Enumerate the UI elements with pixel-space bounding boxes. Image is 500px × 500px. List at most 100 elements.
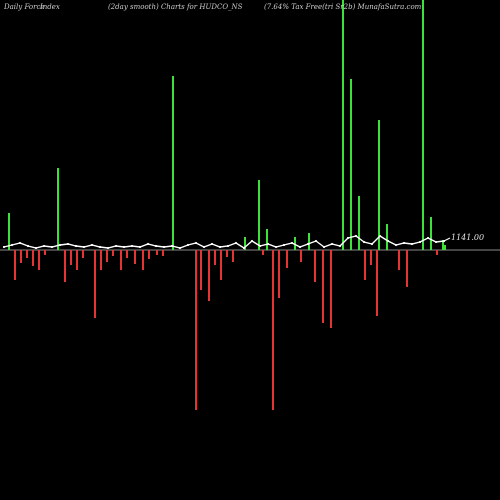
smooth-point bbox=[274, 245, 278, 249]
bar-positive bbox=[358, 196, 360, 250]
bar-negative bbox=[406, 250, 408, 287]
bar-negative bbox=[370, 250, 372, 265]
smooth-point bbox=[218, 245, 222, 249]
smooth-point bbox=[258, 244, 262, 248]
bar-negative bbox=[20, 250, 22, 263]
smooth-point bbox=[314, 239, 318, 243]
bar-negative bbox=[162, 250, 164, 256]
smooth-point bbox=[250, 239, 254, 243]
smooth-point bbox=[330, 242, 334, 246]
bar-positive bbox=[57, 168, 59, 250]
smooth-point bbox=[10, 243, 14, 247]
bar-positive bbox=[430, 217, 432, 250]
smooth-point bbox=[234, 241, 238, 245]
bar-negative bbox=[286, 250, 288, 268]
bar-negative bbox=[314, 250, 316, 282]
bar-negative bbox=[142, 250, 144, 270]
smooth-point bbox=[114, 244, 118, 248]
header-middle: (2day smooth) Charts for HUDCO_NS bbox=[108, 3, 243, 11]
bar-positive bbox=[172, 76, 174, 250]
bar-positive bbox=[442, 240, 444, 250]
smooth-point bbox=[434, 240, 438, 244]
bar-negative bbox=[148, 250, 150, 259]
bar-negative bbox=[376, 250, 378, 316]
bar-negative bbox=[364, 250, 366, 280]
bar-negative bbox=[156, 250, 158, 255]
smooth-markers bbox=[2, 234, 446, 250]
bar-negative bbox=[278, 250, 280, 298]
smooth-point bbox=[178, 246, 182, 250]
smooth-point bbox=[2, 245, 6, 249]
bar-negative bbox=[120, 250, 122, 270]
bar-negative bbox=[214, 250, 216, 265]
header-right: (7.64% Tax Free(tri Sr2b) MunafaSutra.co… bbox=[264, 3, 422, 11]
bar-negative bbox=[70, 250, 72, 265]
smooth-point bbox=[194, 241, 198, 245]
smooth-point bbox=[210, 242, 214, 246]
smooth-point bbox=[386, 239, 390, 243]
smooth-point bbox=[26, 244, 30, 248]
bar-negative bbox=[232, 250, 234, 262]
smooth-point bbox=[66, 242, 70, 246]
last-value-pointer bbox=[443, 237, 451, 242]
smooth-point bbox=[242, 246, 246, 250]
smooth-point bbox=[106, 246, 110, 250]
smooth-point bbox=[170, 244, 174, 248]
bar-negative bbox=[112, 250, 114, 256]
smooth-point bbox=[418, 240, 422, 244]
bar-positive bbox=[244, 237, 246, 250]
bar-negative bbox=[106, 250, 108, 262]
smooth-point bbox=[74, 244, 78, 248]
smooth-point bbox=[426, 236, 430, 240]
bar-positive bbox=[350, 79, 352, 250]
smooth-point bbox=[90, 243, 94, 247]
bar-negative bbox=[26, 250, 28, 258]
bar-negative bbox=[126, 250, 128, 258]
smooth-point bbox=[82, 245, 86, 249]
bar-negative bbox=[32, 250, 34, 266]
bar-negative bbox=[100, 250, 102, 270]
bar-negative bbox=[44, 250, 46, 255]
bar-negative bbox=[94, 250, 96, 318]
bar-negative bbox=[64, 250, 66, 282]
bar-negative bbox=[134, 250, 136, 264]
bar-negative bbox=[82, 250, 84, 258]
smooth-point bbox=[50, 245, 54, 249]
last-value-label: 1141.00 bbox=[451, 233, 485, 242]
bar-negative bbox=[76, 250, 78, 270]
bar-negative bbox=[208, 250, 210, 301]
smooth-line bbox=[3, 235, 445, 249]
bar-positive bbox=[422, 0, 424, 250]
bar-negative bbox=[330, 250, 332, 328]
smooth-point bbox=[266, 242, 270, 246]
bar-negative bbox=[195, 250, 197, 410]
smooth-point bbox=[290, 241, 294, 245]
bar-positive bbox=[8, 213, 10, 250]
smooth-point bbox=[298, 245, 302, 249]
bar-positive bbox=[266, 229, 268, 250]
bar-negative bbox=[14, 250, 16, 280]
smooth-point bbox=[338, 244, 342, 248]
smooth-point bbox=[58, 243, 62, 247]
header-left: Daily Force bbox=[4, 3, 45, 11]
smooth-point bbox=[402, 241, 406, 245]
header-left-2: Index bbox=[40, 3, 60, 11]
bar-negative bbox=[262, 250, 264, 255]
bar-positive bbox=[308, 233, 310, 250]
smooth-point bbox=[34, 246, 38, 250]
smooth-point bbox=[394, 243, 398, 247]
bar-negative bbox=[436, 250, 438, 255]
bar-positive bbox=[386, 224, 388, 250]
bars-group bbox=[8, 0, 446, 410]
bar-negative bbox=[220, 250, 222, 280]
smooth-point bbox=[322, 245, 326, 249]
smooth-point bbox=[154, 244, 158, 248]
bar-negative bbox=[300, 250, 302, 262]
smooth-point bbox=[122, 245, 126, 249]
smooth-point bbox=[226, 244, 230, 248]
bar-negative bbox=[322, 250, 324, 323]
smooth-point bbox=[146, 242, 150, 246]
bar-negative bbox=[398, 250, 400, 270]
bar-positive bbox=[258, 180, 260, 250]
